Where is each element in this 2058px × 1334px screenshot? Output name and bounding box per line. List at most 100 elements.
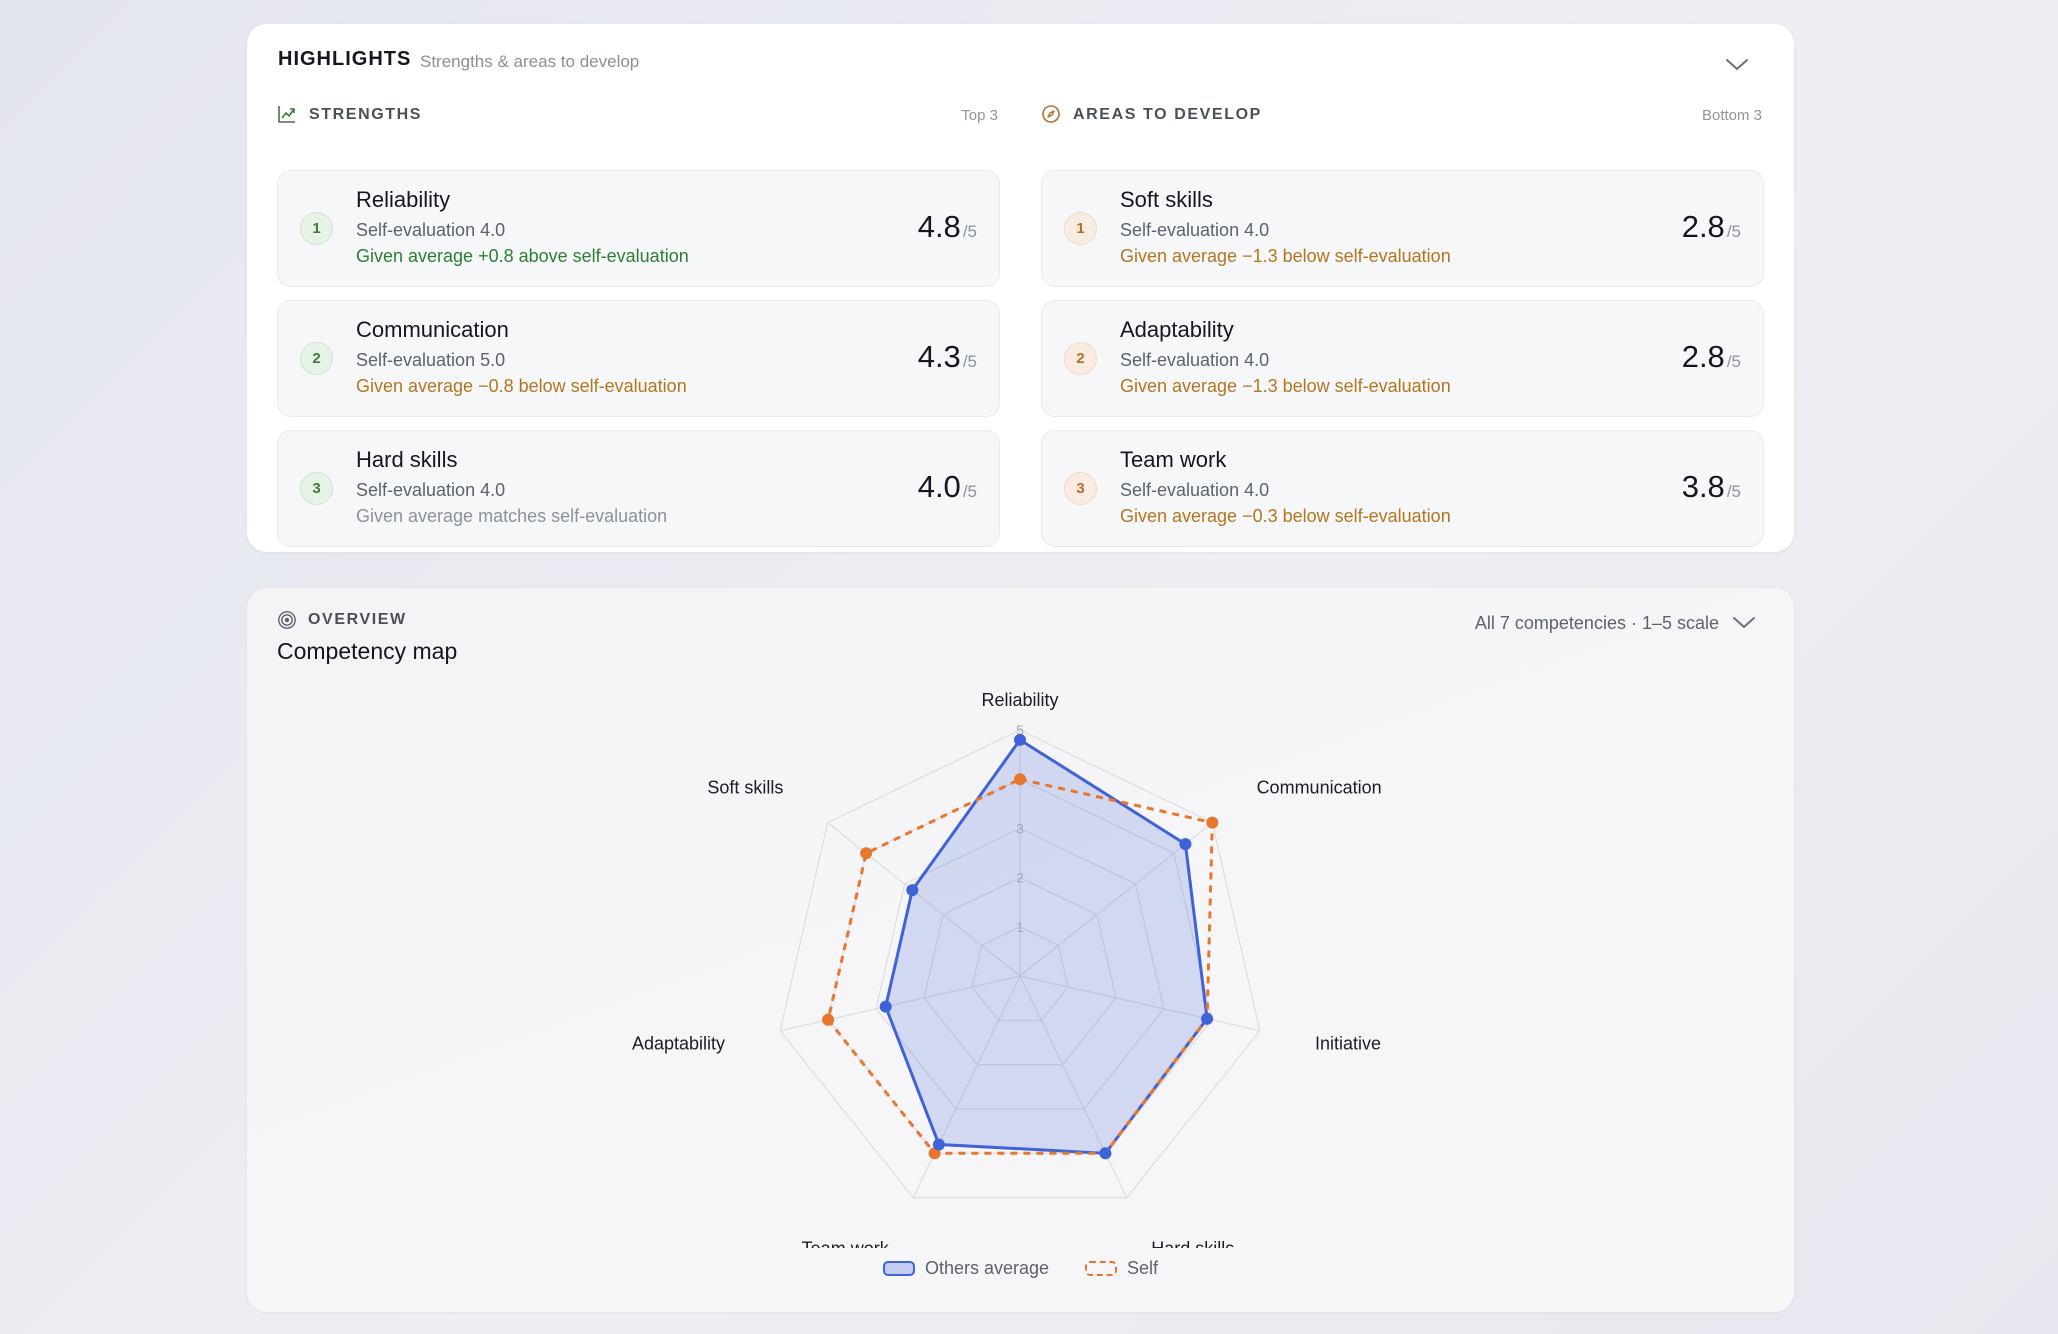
- develop-item[interactable]: 1 Soft skills Self-evaluation 4.0 Given …: [1041, 170, 1764, 287]
- score-value: 4.0: [917, 469, 961, 504]
- strengths-meta: Top 3: [961, 107, 998, 124]
- data-point-others-average: [1014, 733, 1026, 746]
- given-average-delta: Given average matches self-evaluation: [356, 506, 668, 526]
- score: 2.8/5: [1682, 209, 1741, 245]
- data-point-self: [1206, 816, 1219, 829]
- score-value: 4.8: [917, 209, 961, 244]
- highlights-collapse-button[interactable]: [1720, 48, 1754, 82]
- grid-spoke: [1019, 822, 1213, 977]
- self-evaluation: Self-evaluation 5.0: [356, 350, 506, 370]
- develop-item[interactable]: 2 Adaptability Self-evaluation 4.0 Given…: [1041, 300, 1764, 417]
- highlights-card: HIGHLIGHTS Strengths & areas to develop …: [247, 24, 1794, 552]
- given-average-delta: Given average −0.8 below self-evaluation: [356, 376, 687, 396]
- legend-item-self[interactable]: Self: [1085, 1258, 1158, 1279]
- score-value: 2.8: [1681, 209, 1725, 244]
- grid-spoke: [827, 822, 1021, 977]
- competency-name: Team work: [1120, 447, 1227, 472]
- overview-collapse-button[interactable]: [1727, 606, 1761, 640]
- axis-label: Soft skills: [707, 777, 783, 797]
- data-point-self: [1014, 773, 1026, 786]
- legend-label-self: Self: [1127, 1258, 1159, 1278]
- rank-badge: 2: [1064, 342, 1097, 375]
- develop-header: AREAS TO DEVELOP Bottom 3: [1041, 102, 1764, 138]
- chevron-down-icon: [1726, 59, 1748, 70]
- overview-card: OVERVIEW Competency map All 7 competenci…: [247, 588, 1794, 1312]
- competency-name: Soft skills: [1120, 187, 1213, 212]
- data-point-others-average: [879, 1000, 892, 1013]
- given-average-delta: Given average −0.3 below self-evaluation: [1120, 506, 1451, 526]
- ring-tick-label: 5: [1016, 722, 1024, 738]
- axis-label: Hard skills: [1151, 1239, 1234, 1248]
- series-line-self: [826, 777, 1214, 1155]
- score-value: 3.8: [1681, 469, 1725, 504]
- series-line-others-average: [884, 738, 1209, 1155]
- compass-icon: [1042, 105, 1060, 123]
- score: 4.8/5: [918, 209, 977, 245]
- grid-ring: [779, 729, 1261, 1199]
- self-evaluation: Self-evaluation 4.0: [1120, 350, 1270, 370]
- data-point-others-average: [1099, 1147, 1112, 1160]
- highlights-subtitle: Strengths & areas to develop: [420, 52, 640, 71]
- data-point-self: [822, 1013, 835, 1026]
- score-max: /5: [962, 352, 977, 371]
- target-icon: [278, 611, 296, 629]
- strength-item[interactable]: 3 Hard skills Self-evaluation 4.0 Given …: [277, 430, 1000, 547]
- data-point-others-average: [932, 1138, 945, 1151]
- grid-ring: [971, 926, 1069, 1021]
- chart-legend: Others average Self: [247, 1258, 1794, 1279]
- legend-swatch-self: [1085, 1261, 1118, 1276]
- grid-spoke: [1019, 975, 1128, 1198]
- score: 2.8/5: [1682, 339, 1741, 375]
- chevron-down-icon: [1733, 617, 1755, 628]
- strengths-label: STRENGTHS: [309, 106, 423, 123]
- develop-label: AREAS TO DEVELOP: [1073, 106, 1262, 123]
- score-value: 2.8: [1681, 339, 1725, 374]
- rank-badge: 1: [300, 212, 333, 245]
- legend-item-others[interactable]: Others average: [882, 1258, 1050, 1279]
- data-point-self: [860, 847, 873, 860]
- develop-item[interactable]: 3 Team work Self-evaluation 4.0 Given av…: [1041, 430, 1764, 547]
- overview-meta: All 7 competencies · 1–5 scale: [1474, 613, 1719, 633]
- rank-badge: 3: [1064, 472, 1097, 505]
- strength-item[interactable]: 2 Communication Self-evaluation 5.0 Give…: [277, 300, 1000, 417]
- given-average-delta: Given average −1.3 below self-evaluation: [1120, 376, 1451, 396]
- data-point-others-average: [906, 884, 919, 897]
- grid-ring: [875, 827, 1165, 1110]
- grid-spoke: [1019, 975, 1260, 1032]
- grid-spoke: [912, 975, 1021, 1198]
- develop-column: AREAS TO DEVELOP Bottom 3 1 Soft skills …: [1041, 102, 1764, 547]
- rank-badge: 2: [300, 342, 333, 375]
- strengths-header: STRENGTHS Top 3: [277, 102, 1000, 138]
- ring-tick-label: 2: [1016, 870, 1024, 886]
- self-evaluation: Self-evaluation 4.0: [356, 220, 506, 240]
- score-max: /5: [1726, 482, 1741, 501]
- strengths-column: STRENGTHS Top 3 1 Reliability Self-evalu…: [277, 102, 1000, 547]
- self-evaluation: Self-evaluation 4.0: [356, 480, 506, 500]
- ring-tick-label: 1: [1016, 919, 1024, 935]
- score-max: /5: [1726, 352, 1741, 371]
- score: 4.3/5: [918, 339, 977, 375]
- score-max: /5: [962, 222, 977, 241]
- self-evaluation: Self-evaluation 4.0: [1120, 480, 1270, 500]
- competency-name: Adaptability: [1120, 317, 1234, 342]
- rank-badge: 1: [1064, 212, 1097, 245]
- score-max: /5: [962, 482, 977, 501]
- data-point-others-average: [1201, 1012, 1214, 1025]
- overview-title: Competency map: [277, 638, 458, 664]
- legend-label-others: Others average: [924, 1258, 1050, 1278]
- competency-name: Hard skills: [356, 447, 458, 472]
- score: 3.8/5: [1682, 469, 1741, 505]
- score-value: 4.3: [917, 339, 961, 374]
- legend-swatch-others: [882, 1261, 915, 1276]
- axis-label: Initiative: [1315, 1033, 1381, 1053]
- strength-item[interactable]: 1 Reliability Self-evaluation 4.0 Given …: [277, 170, 1000, 287]
- grid-ring: [923, 876, 1117, 1066]
- competency-name: Communication: [356, 317, 509, 342]
- competency-name: Reliability: [356, 187, 451, 212]
- axis-label: Reliability: [981, 690, 1058, 710]
- trending-up-icon: [278, 106, 295, 123]
- axis-label: Team work: [802, 1239, 890, 1248]
- given-average-delta: Given average +0.8 above self-evaluation: [356, 246, 689, 266]
- rank-badge: 3: [300, 472, 333, 505]
- axis-label: Communication: [1257, 777, 1382, 797]
